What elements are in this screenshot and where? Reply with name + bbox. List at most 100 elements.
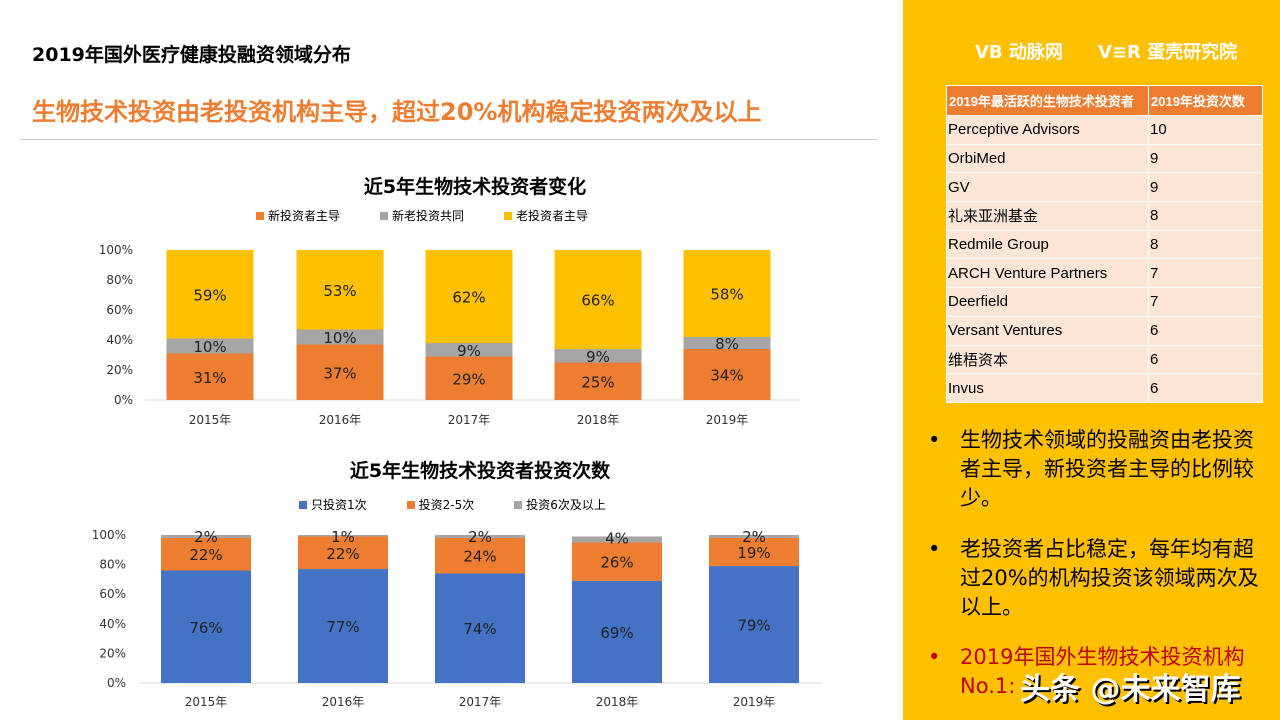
bar-segment — [709, 566, 799, 683]
bar-segment — [683, 250, 771, 337]
data-label: 25% — [581, 373, 614, 391]
table-cell: 6 — [1148, 373, 1263, 403]
table-row: ARCH Venture Partners 7 — [946, 258, 1263, 289]
table-cell: Perceptive Advisors — [946, 115, 1149, 145]
bar-segment — [298, 536, 388, 570]
data-label: 62% — [452, 289, 485, 307]
legend-item: 投资2-5次 — [406, 496, 474, 513]
bar-segment — [683, 349, 771, 400]
table-header: 2019年最活跃的生物技术投资者 — [946, 85, 1149, 116]
y-tick-label: 20% — [99, 646, 126, 660]
table-cell: 8 — [1148, 229, 1263, 260]
y-tick-label: 100% — [92, 528, 126, 542]
table-cell: 7 — [1148, 258, 1263, 289]
y-tick-label: 0% — [107, 676, 126, 690]
data-label: 59% — [193, 286, 226, 304]
data-label: 37% — [323, 364, 356, 382]
y-tick-label: 100% — [99, 243, 133, 257]
bar-segment — [572, 536, 662, 543]
chart1: 0% 20% 40% 60% 80% 100% 31% 10% 59% 2015年 37% 10% 53… — [99, 243, 800, 427]
data-label: 4% — [605, 529, 629, 547]
data-label: 9% — [586, 348, 610, 366]
bar-segment — [435, 537, 525, 574]
data-label: 22% — [189, 546, 222, 564]
table-cell: 6 — [1148, 315, 1263, 346]
table-cell: ARCH Venture Partners — [946, 258, 1149, 289]
legend-label: 新老投资共同 — [392, 209, 465, 223]
bar-segment — [425, 343, 513, 357]
bar-segment — [554, 362, 642, 400]
table-cell: 维梧资本 — [946, 344, 1149, 375]
watermark: 头条 @未来智库 — [1020, 672, 1241, 707]
x-tick-label: 2015年 — [189, 413, 232, 427]
table-cell: GV — [946, 172, 1149, 203]
x-tick-label: 2015年 — [185, 695, 228, 709]
table-row: Redmile Group 8 — [946, 229, 1263, 260]
table-row: 维梧资本 6 — [946, 344, 1263, 375]
legend-swatch — [406, 500, 415, 509]
table-cell: Redmile Group — [946, 229, 1149, 260]
data-label: 2% — [742, 528, 766, 546]
chart1-legend: 新投资者主导 新老投资共同 老投资者主导 — [256, 207, 628, 224]
data-label: 66% — [581, 292, 614, 310]
table-cell: 10 — [1148, 115, 1263, 145]
bar-segment — [298, 535, 388, 537]
vcbeat-logo: VB 动脉网 — [975, 42, 1063, 63]
table-cell: 6 — [1148, 344, 1263, 375]
x-tick-label: 2018年 — [596, 695, 639, 709]
bar-segment — [572, 580, 662, 683]
table-row: Deerfield 7 — [946, 287, 1263, 317]
table-cell: OrbiMed — [946, 143, 1149, 174]
data-label: 31% — [193, 369, 226, 387]
bullet-text: 老投资者占比稳定，每年均有超过20%的机构投资该领域两次及以上。 — [960, 537, 1259, 619]
bar-segment — [166, 353, 254, 400]
legend-item: 新投资者主导 — [256, 207, 340, 224]
x-tick-label: 2017年 — [459, 695, 502, 709]
divider — [20, 139, 878, 140]
legend-label: 老投资者主导 — [516, 209, 589, 223]
bar-segment — [161, 535, 251, 538]
table-row: Versant Ventures 6 — [946, 315, 1263, 346]
y-tick-label: 60% — [99, 587, 126, 601]
legend-label: 投资6次及以上 — [526, 498, 606, 512]
data-label: 22% — [326, 545, 359, 563]
bar-segment — [161, 570, 251, 683]
bullet-2: • 老投资者占比稳定，每年均有超过20%的机构投资该领域两次及以上。 — [928, 535, 1273, 622]
data-label: 79% — [737, 617, 770, 635]
y-tick-label: 40% — [99, 617, 126, 631]
legend-swatch — [514, 500, 523, 509]
bar-segment — [161, 537, 251, 571]
table-cell: Invus — [946, 373, 1149, 403]
table-cell: Versant Ventures — [946, 315, 1149, 346]
chart1-title: 近5年生物技术投资者变化 — [363, 176, 587, 198]
chart2-title: 近5年生物技术投资者投资次数 — [349, 460, 611, 482]
bar-segment — [709, 535, 799, 538]
bullet-1: • 生物技术领域的投融资由老投资者主导，新投资者主导的比例较少。 — [928, 426, 1273, 513]
legend-item: 只投资1次 — [299, 496, 367, 513]
bar-segment — [296, 329, 384, 345]
bar-segment — [296, 250, 384, 330]
page-title: 2019年国外医疗健康投融资领域分布 — [32, 44, 351, 66]
chart2-legend: 只投资1次 投资2-5次 投资6次及以上 — [299, 496, 646, 513]
x-tick-label: 2018年 — [577, 413, 620, 427]
bullet-3: • 2019年国外生物技术投资机构No.1: — [928, 643, 1273, 701]
bar-segment — [298, 569, 388, 683]
table-cell: 礼来亚洲基金 — [946, 201, 1149, 231]
legend-item: 投资6次及以上 — [514, 496, 606, 513]
bar-segment — [683, 337, 771, 349]
chart2: 0%20%40%60%80%100%76%22%2%2015年77%22%1%2… — [92, 528, 822, 709]
data-label: 58% — [710, 286, 743, 304]
x-tick-label: 2016年 — [319, 413, 362, 427]
legend-swatch — [380, 211, 389, 220]
data-label: 77% — [326, 618, 359, 636]
legend-label: 新投资者主导 — [268, 209, 341, 223]
table-row: Invus 6 — [946, 373, 1263, 403]
table-header: 2019年投资次数 — [1148, 85, 1263, 116]
data-label: 74% — [463, 620, 496, 638]
bar-segment — [554, 349, 642, 363]
table-cell: 8 — [1148, 201, 1263, 231]
legend-item: 新老投资共同 — [380, 207, 464, 224]
bar-segment — [435, 535, 525, 538]
table-cell: 9 — [1148, 143, 1263, 174]
y-tick-label: 60% — [106, 303, 133, 317]
